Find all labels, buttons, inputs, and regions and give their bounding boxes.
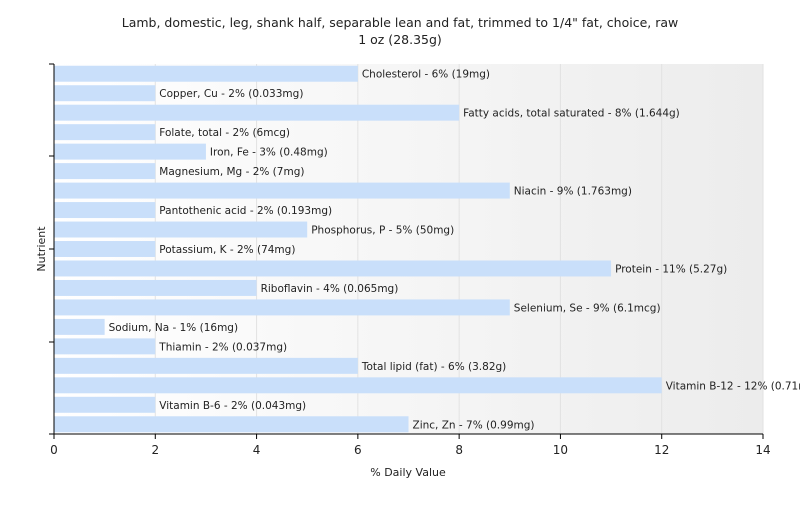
x-tick-label: 8 [455,443,463,457]
bar-label: Selenium, Se - 9% (6.1mcg) [514,302,661,314]
x-tick-label: 4 [253,443,261,457]
chart-title: Lamb, domestic, leg, shank half, separab… [122,15,678,30]
bar [54,396,156,413]
bar [54,377,662,394]
bar [54,221,308,238]
bar [54,85,156,102]
bar [54,357,358,374]
bar-label: Folate, total - 2% (6mcg) [159,127,290,139]
bar-label: Riboflavin - 4% (0.065mg) [261,283,399,295]
bar-label: Fatty acids, total saturated - 8% (1.644… [463,108,680,120]
x-tick-label: 14 [755,443,770,457]
bar [54,299,510,316]
bar-label: Cholesterol - 6% (19mg) [362,69,490,81]
bar [54,65,358,82]
bar [54,163,156,180]
bar [54,279,257,296]
axes: 0 2 4 6 8 10 12 14 [49,63,771,457]
bar-label: Vitamin B-12 - 12% (0.71mcg) [666,380,800,392]
x-tick-label: 6 [354,443,362,457]
bar-label: Zinc, Zn - 7% (0.99mg) [413,419,535,431]
y-axis-label: Nutrient [35,226,48,272]
bars: Cholesterol - 6% (19mg) Copper, Cu - 2% (… [54,65,800,433]
bar [54,416,409,433]
bar [54,104,460,121]
x-tick-label: 10 [553,443,568,457]
bar [54,260,612,277]
grid [154,64,764,434]
bar [54,124,156,141]
x-tick-label: 0 [50,443,58,457]
bar-label: Niacin - 9% (1.763mg) [514,186,632,198]
bar [54,318,105,335]
x-axis-label: % Daily Value [370,466,446,479]
x-tick-label: 2 [151,443,159,457]
bar [54,241,156,257]
bar-label: Magnesium, Mg - 2% (7mg) [159,166,304,178]
bar-label: Sodium, Na - 1% (16mg) [109,322,238,334]
bar-label: Iron, Fe - 3% (0.48mg) [210,147,328,159]
bar-label: Total lipid (fat) - 6% (3.82g) [361,361,506,373]
bar [54,182,510,199]
bar [54,338,156,355]
bar-label: Potassium, K - 2% (74mg) [159,244,295,256]
chart-subtitle: 1 oz (28.35g) [358,32,442,47]
bar-label: Vitamin B-6 - 2% (0.043mg) [159,400,306,412]
bar-label: Phosphorus, P - 5% (50mg) [311,225,454,237]
bar-label: Thiamin - 2% (0.037mg) [158,341,287,353]
bar-label: Copper, Cu - 2% (0.033mg) [159,88,303,100]
x-tick-label: 12 [654,443,669,457]
bar [54,202,156,219]
bar [54,143,206,160]
bar-label: Pantothenic acid - 2% (0.193mg) [159,205,332,217]
bar-label: Protein - 11% (5.27g) [615,263,727,275]
